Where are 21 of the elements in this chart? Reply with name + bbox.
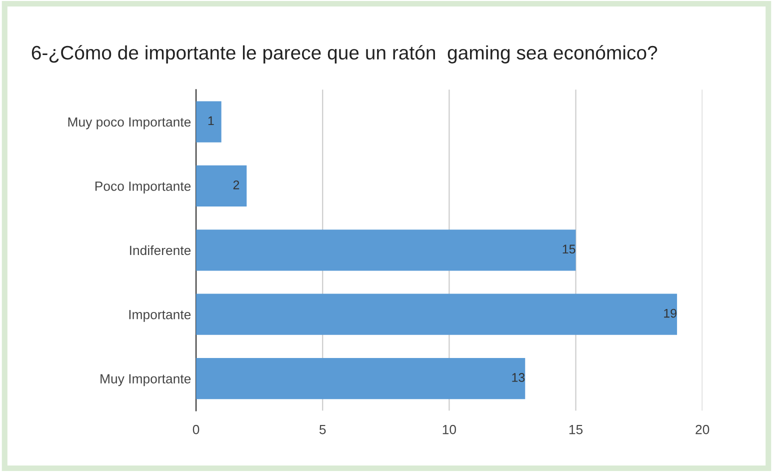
data-label: 19: [664, 308, 676, 318]
chart-title: 6-¿Cómo de importante le parece que un ratón gaming sea económico?: [32, 45, 658, 64]
x-tick-label: 10: [442, 424, 456, 434]
y-tick-label: Indiferente: [130, 245, 191, 256]
x-tick-label: 0: [192, 424, 200, 434]
y-tick-label: Muy Importante: [100, 374, 191, 386]
bar: [196, 358, 526, 400]
bar: [196, 101, 222, 142]
x-tick-label: 20: [696, 424, 710, 434]
y-tick-label: Poco Importante: [95, 182, 191, 194]
data-label: 13: [512, 373, 525, 382]
y-tick-label: Muy poco Importante: [68, 117, 191, 130]
y-tick-label: Importante: [129, 310, 191, 322]
x-tick-label: 15: [569, 425, 583, 434]
data-label: 2: [233, 180, 240, 190]
bar: [196, 294, 678, 335]
bar: [196, 230, 576, 271]
data-label: 1: [208, 116, 214, 126]
data-label: 15: [562, 244, 576, 254]
bar: [196, 165, 247, 207]
x-tick-label: 5: [319, 425, 326, 434]
